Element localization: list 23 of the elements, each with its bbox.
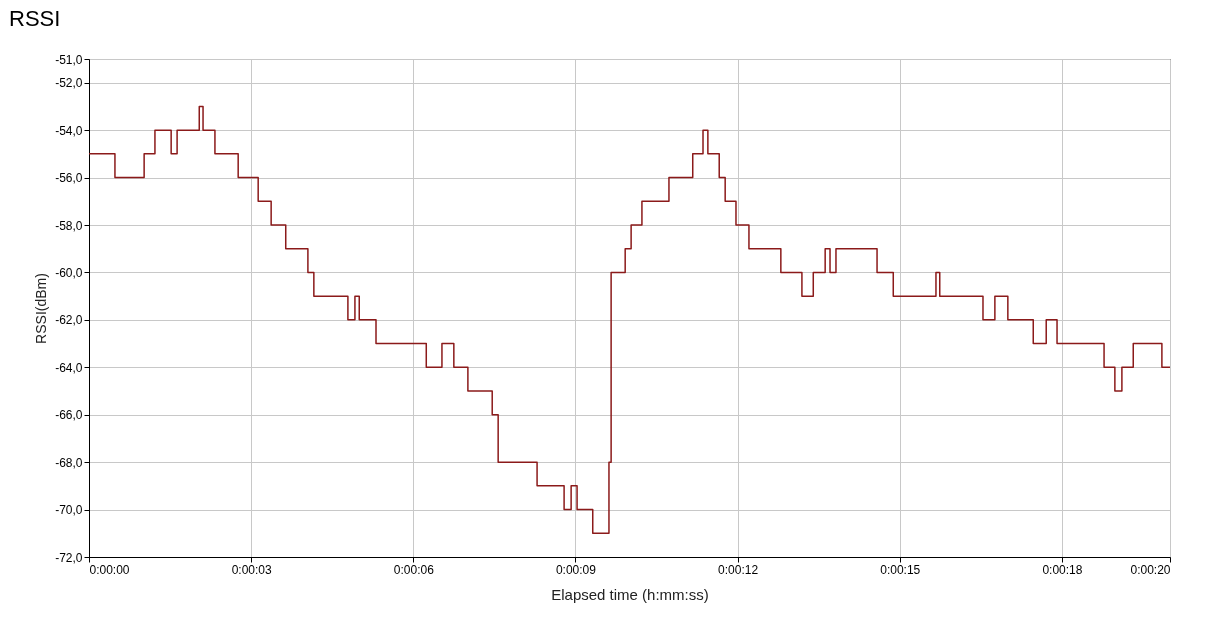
y-tick-label: -66,0 (55, 408, 83, 423)
y-tick-label: -68,0 (55, 455, 83, 470)
y-tick-label: -70,0 (55, 503, 83, 518)
y-tick-label: -64,0 (55, 360, 83, 375)
x-tick-label: 0:00:12 (718, 562, 759, 577)
y-tick-label: -51,0 (55, 52, 83, 67)
x-tick-label: 0:00:09 (555, 562, 597, 577)
y-tick-label: -52,0 (55, 76, 83, 91)
x-tick-label: 0:00:20 (1130, 562, 1171, 577)
x-tick-label: 0:00:03 (231, 562, 272, 577)
y-tick-label: -72,0 (55, 550, 83, 565)
y-tick-label: -60,0 (55, 265, 83, 280)
y-axis-title: RSSI(dBm) (33, 273, 50, 344)
x-tick-label: 0:00:15 (880, 562, 921, 577)
y-tick-label: -58,0 (55, 218, 83, 233)
y-tick-label: -56,0 (55, 171, 83, 186)
x-tick-label: 0:00:18 (1042, 562, 1083, 577)
chart-title: RSSI (9, 6, 61, 31)
y-tick-label: -62,0 (55, 313, 83, 328)
x-tick-label: 0:00:06 (393, 562, 435, 577)
y-tick-label: -54,0 (55, 123, 83, 138)
x-tick-label: 0:00:00 (89, 562, 130, 577)
x-axis-title: Elapsed time (h:mm:ss) (551, 585, 709, 603)
